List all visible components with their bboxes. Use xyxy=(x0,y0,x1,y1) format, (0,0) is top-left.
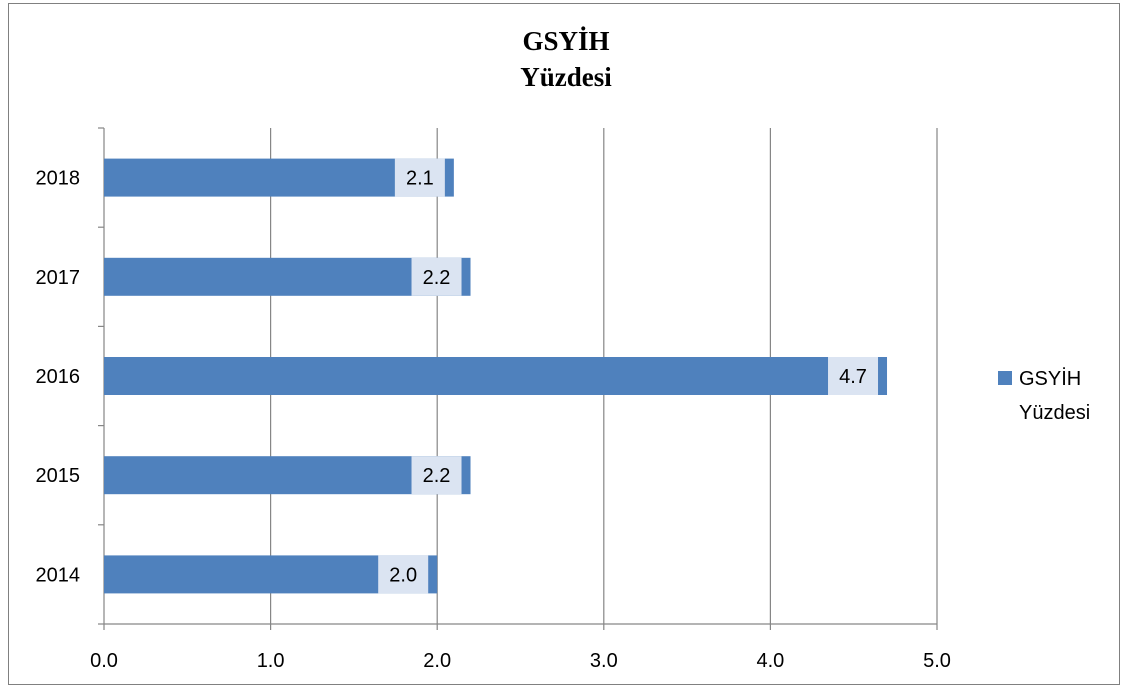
y-tick-label: 2018 xyxy=(36,168,81,190)
data-label: 2.2 xyxy=(423,465,451,487)
bar-2015 xyxy=(104,456,471,495)
x-tick-label: 3.0 xyxy=(590,650,618,672)
legend-swatch xyxy=(998,371,1012,385)
chart-title-line-2: Yüzdesi xyxy=(520,62,612,92)
legend-label-line-1: GSYİH xyxy=(1019,367,1081,390)
y-tick-label: 2014 xyxy=(36,564,81,586)
legend: GSYİH Yüzdesi xyxy=(998,367,1090,424)
x-tick-label: 2.0 xyxy=(423,650,451,672)
y-tick-label: 2017 xyxy=(36,267,81,289)
axes: 0.0 1.0 2.0 3.0 4.0 5.0 2014 2015 2016 2017 2018 xyxy=(36,127,951,672)
x-tick-label: 1.0 xyxy=(257,650,285,672)
bar-2017 xyxy=(104,257,471,296)
data-label-box xyxy=(411,257,462,296)
data-label-box xyxy=(411,456,462,495)
data-label: 2.2 xyxy=(423,267,451,289)
data-label: 4.7 xyxy=(839,366,867,388)
data-label-box xyxy=(378,555,429,594)
data-label-box xyxy=(828,357,879,395)
data-label: 2.0 xyxy=(389,564,417,586)
y-tick-label: 2015 xyxy=(36,465,81,487)
data-label-box xyxy=(394,158,445,197)
data-label: 2.1 xyxy=(406,168,434,190)
chart-title-line-1: GSYİH xyxy=(522,26,609,56)
x-tick-label: 4.0 xyxy=(756,650,784,672)
bar-2016 xyxy=(104,357,888,395)
x-tick-label: 5.0 xyxy=(923,650,951,672)
data-labels: 2.0 2.2 4.7 2.2 2.1 xyxy=(378,158,879,594)
y-tick-label: 2016 xyxy=(36,366,81,388)
bars xyxy=(104,158,888,594)
x-tick-label: 0.0 xyxy=(90,650,118,672)
legend-label-line-2: Yüzdesi xyxy=(1019,402,1090,424)
